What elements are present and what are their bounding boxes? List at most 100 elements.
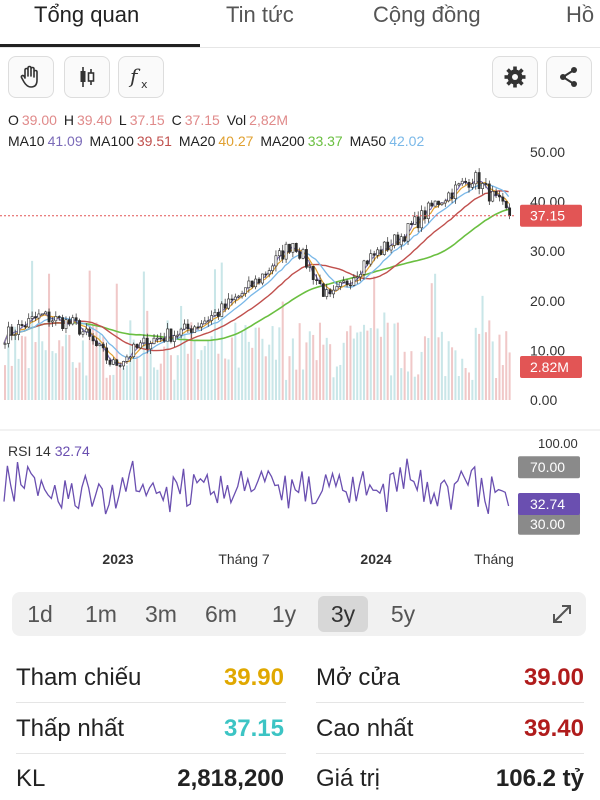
close-label: C (171, 112, 182, 128)
svg-text:f: f (128, 64, 141, 88)
ma20-label: MA20 (178, 133, 216, 149)
volume-bar (203, 345, 206, 400)
divider (16, 702, 286, 703)
timeframe-1m[interactable]: 1m (85, 601, 117, 627)
candle-body (481, 183, 484, 189)
candle-body (227, 298, 230, 309)
volume-bar (115, 283, 118, 400)
candle-body (213, 312, 217, 316)
volume-bar (220, 262, 223, 400)
candle-body (491, 191, 495, 202)
candle-body (47, 311, 51, 323)
high-price-value: 39.40 (523, 715, 584, 742)
candle-body (467, 182, 471, 188)
candle-body (64, 319, 68, 329)
price-chart[interactable]: 50.0040.0030.0020.0010.000.0037.152.82M1… (0, 130, 600, 580)
candle-body (7, 326, 10, 344)
candle-body (162, 338, 166, 342)
share-button[interactable] (546, 56, 592, 98)
volume-bar (295, 369, 298, 400)
low-price-value: 37.15 (223, 715, 284, 742)
candle-body (355, 276, 359, 279)
candle-body (416, 216, 420, 229)
volume-bar (176, 355, 179, 400)
candle-body (301, 249, 305, 259)
candle-body (437, 200, 440, 205)
candle-body (159, 337, 163, 340)
candle-body (128, 356, 132, 359)
candle-body (382, 241, 386, 255)
last-price-tag-text: 37.15 (530, 208, 565, 224)
candle-body (315, 279, 318, 281)
tab-news[interactable]: Tin tức (226, 2, 294, 27)
volume-bar (491, 341, 494, 400)
volume-bar (461, 358, 464, 400)
expand-icon[interactable] (548, 600, 576, 628)
candle-body (389, 245, 393, 251)
candle-body (386, 241, 390, 251)
candle-body (308, 266, 312, 268)
timeframe-3y[interactable]: 3y (318, 596, 368, 632)
candle-body (349, 284, 352, 287)
tab-community[interactable]: Cộng đồng (373, 2, 481, 27)
candle-body (3, 343, 7, 345)
volume-bar (244, 325, 247, 400)
volume-bar (153, 367, 156, 400)
timeframe-1d[interactable]: 1d (27, 601, 53, 627)
volume-bar (183, 333, 186, 400)
candle-body (88, 328, 92, 337)
candle-body (74, 317, 78, 321)
volume-bar (369, 328, 372, 400)
volume-bar (264, 356, 267, 400)
candle-body (288, 243, 291, 253)
volume-bar (64, 334, 67, 400)
timeframe-3m[interactable]: 3m (145, 601, 177, 627)
volume-bar (407, 371, 410, 400)
rsi-70-tag-text: 70.00 (530, 459, 565, 475)
candle-body (230, 298, 234, 301)
volume-bar (190, 322, 193, 400)
candle-body (84, 328, 88, 333)
volume-bar (51, 351, 54, 400)
open-price-value: 39.00 (523, 664, 584, 691)
volume-bar (258, 327, 261, 400)
candle-body (142, 337, 146, 344)
candle-body (454, 184, 457, 200)
chart-type-button[interactable] (64, 56, 110, 98)
volume-bar (210, 336, 213, 400)
volume-bar (149, 349, 152, 400)
candle-body (257, 278, 261, 284)
candle-body (156, 337, 159, 340)
timeframe-6m[interactable]: 6m (205, 601, 237, 627)
volume-bar (173, 379, 176, 400)
candle-body (376, 249, 379, 256)
candle-body (464, 180, 468, 183)
volume-tag-text: 2.82M (530, 359, 569, 375)
volume-stat-value: 2,818,200 (177, 765, 284, 792)
candle-body (284, 243, 288, 260)
tab-profile[interactable]: Hồ (566, 2, 595, 27)
indicators-button[interactable]: f x (118, 56, 164, 98)
ma50-line (3, 182, 510, 359)
volume-label: Vol (226, 112, 247, 128)
candle-body (186, 323, 190, 330)
timeframe-5y[interactable]: 5y (390, 601, 416, 627)
candle-body (81, 331, 85, 335)
volume-bar (318, 322, 321, 400)
tab-overview[interactable]: Tổng quan (34, 2, 140, 27)
settings-button[interactable] (492, 56, 538, 98)
candle-body (71, 317, 75, 325)
volume-bar (356, 332, 359, 400)
candle-body (474, 172, 478, 185)
volume-bar (24, 336, 27, 400)
volume-bar (217, 353, 220, 400)
candle-body (139, 342, 142, 349)
candle-body (426, 202, 430, 219)
candle-body (166, 328, 169, 342)
open-label: O (8, 112, 19, 128)
hand-tool-button[interactable] (8, 56, 54, 98)
volume-bar (213, 269, 217, 400)
candle-body (271, 265, 274, 271)
ma100-label: MA100 (89, 133, 134, 149)
timeframe-1y[interactable]: 1y (271, 601, 297, 627)
